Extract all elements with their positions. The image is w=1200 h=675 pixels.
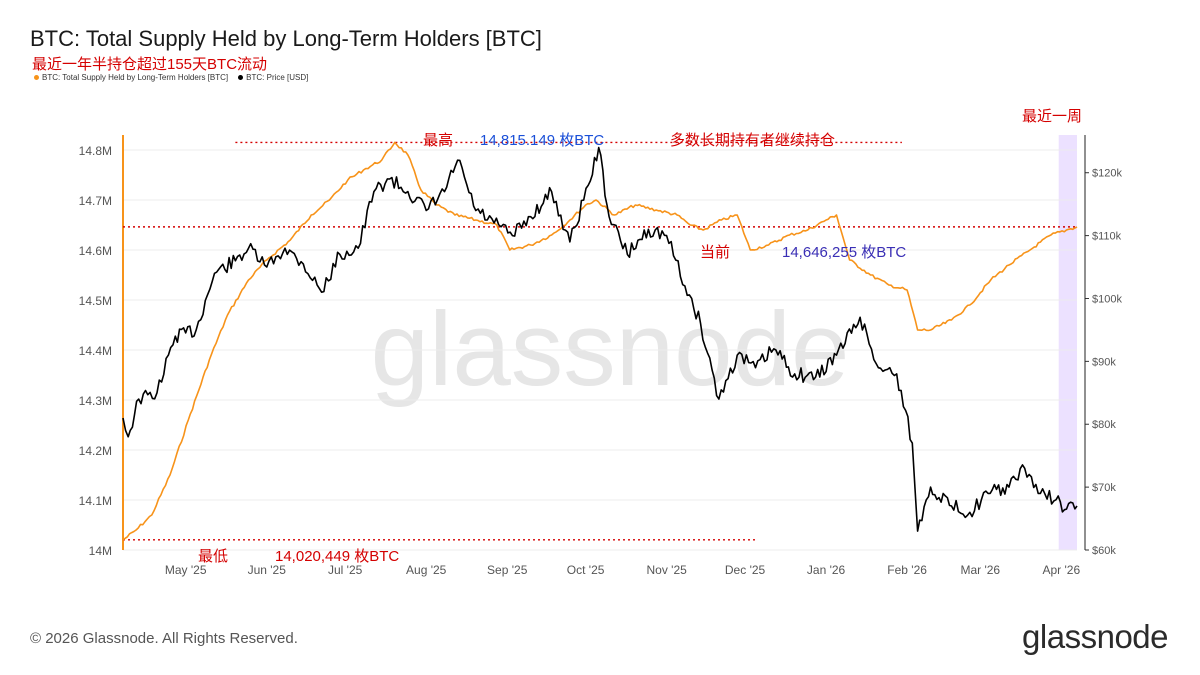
x-tick-label: Dec '25 [725,563,766,577]
y-right-tick-label: $60k [1092,545,1116,557]
annotation-current-value: 14,646,255 枚BTC [782,244,907,261]
legend-label-supply: BTC: Total Supply Held by Long-Term Hold… [42,73,229,82]
y-right-tick-label: $120k [1092,168,1122,180]
y-left-tick-label: 14.1M [79,494,112,508]
annotation-low-value: 14,020,449 枚BTC [275,548,400,565]
legend-dot-price [238,75,244,80]
y-left-tick-label: 14.4M [79,344,112,358]
y-left-tick-label: 14.6M [79,244,112,258]
legend: BTC: Total Supply Held by Long-Term Hold… [34,73,308,82]
annotation-hold-note: 多数长期持有者继续持仓 [670,132,836,149]
legend-item-price[interactable]: BTC: Price [USD] [238,73,308,82]
legend-dot-supply [34,75,39,80]
x-tick-label: May '25 [165,563,207,577]
y-right-tick-label: $100k [1092,293,1122,305]
series-line-lth-supply [122,141,1078,541]
x-tick-label: Feb '26 [887,563,927,577]
x-tick-label: Oct '25 [567,563,605,577]
x-tick-label: Sep '25 [487,563,528,577]
y-right-tick-label: $110k [1092,231,1122,243]
y-left-tick-label: 14.8M [79,144,112,158]
y-right-tick-label: $80k [1092,419,1116,431]
x-tick-label: Jun '25 [248,563,287,577]
x-tick-label: Apr '26 [1042,563,1080,577]
y-left-tick-label: 14M [89,544,112,558]
footer-logo[interactable]: glassnode [1022,618,1168,655]
annotation-current-label: 当前 [700,244,731,261]
y-left-tick-label: 14.2M [79,444,112,458]
chart-title: BTC: Total Supply Held by Long-Term Hold… [30,26,542,51]
y-left-tick-label: 14.7M [79,194,112,208]
y-left-tick-label: 14.5M [79,294,112,308]
y-right-tick-label: $90k [1092,356,1116,368]
x-tick-label: Nov '25 [646,563,687,577]
y-left-tick-label: 14.3M [79,394,112,408]
annotation-high-label: 最高 [423,132,454,149]
recent-week-highlight [1058,135,1077,550]
annotation-high-value: 14,815.149 枚BTC [480,132,605,149]
series-line-btc-price [122,146,1078,532]
annotation-low-label: 最低 [198,548,229,565]
legend-label-price: BTC: Price [USD] [246,73,309,82]
x-tick-label: Mar '26 [960,563,1000,577]
x-tick-label: Aug '25 [406,563,447,577]
annotation-recent-week: 最近一周 [1022,108,1083,125]
footer-copyright: © 2026 Glassnode. All Rights Reserved. [30,630,298,647]
x-tick-label: Jan '26 [807,563,846,577]
x-tick-label: Jul '25 [328,563,363,577]
legend-item-supply[interactable]: BTC: Total Supply Held by Long-Term Hold… [34,73,228,82]
chart-subtitle: 最近一年半持仓超过155天BTC流动 [32,56,268,73]
y-right-tick-label: $70k [1092,482,1116,494]
